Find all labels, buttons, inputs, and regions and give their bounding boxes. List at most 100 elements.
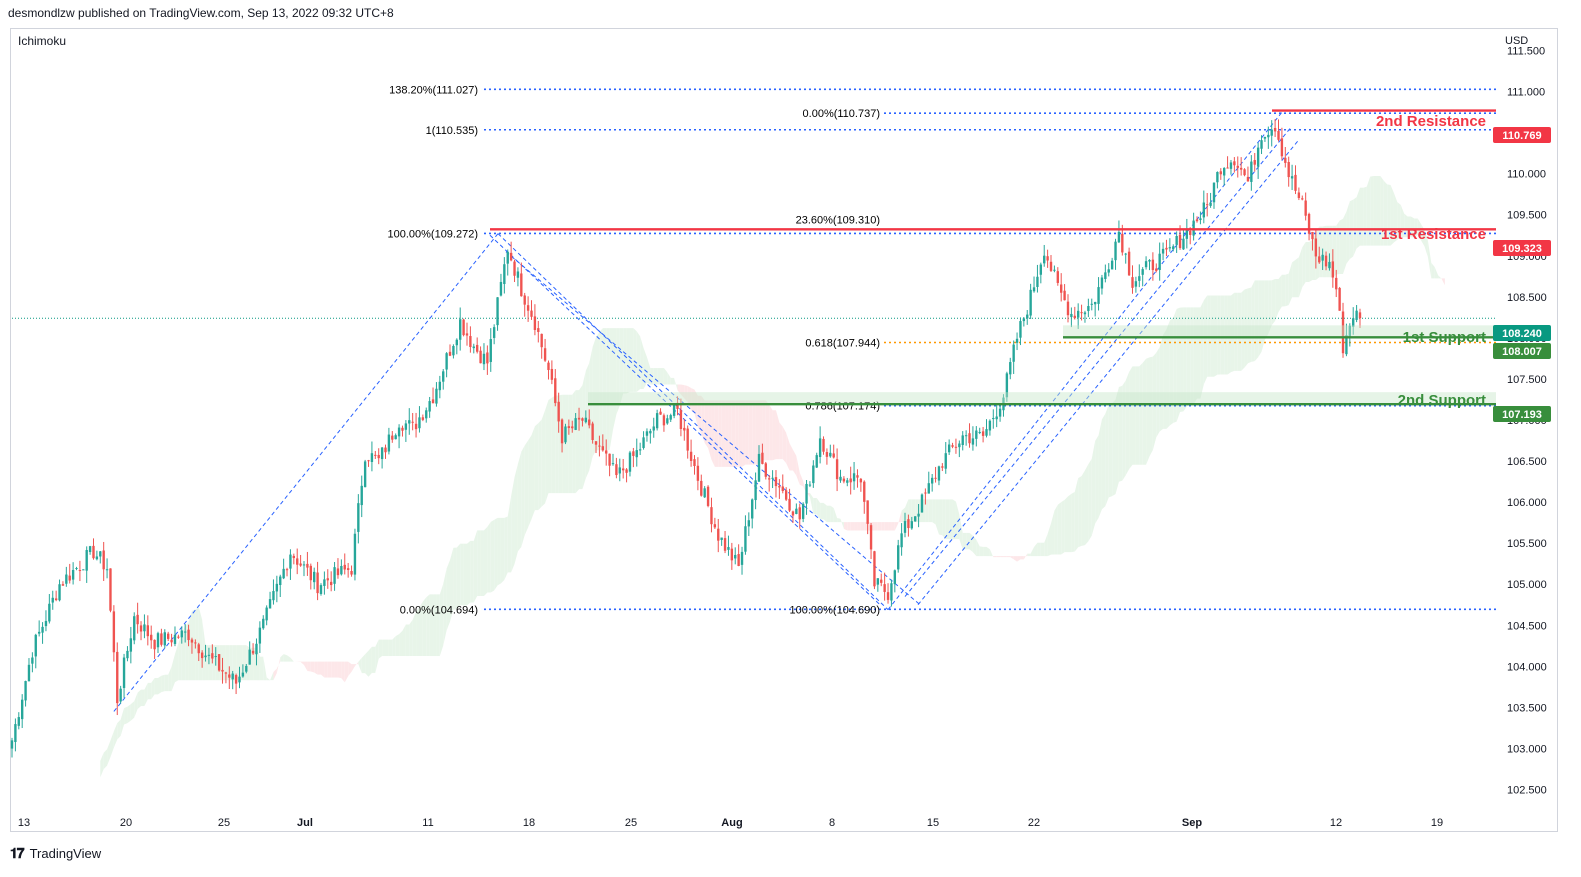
cloud-segment-bullish [1390,185,1394,246]
cloud-segment-bullish [141,689,145,707]
candle-bullish [574,418,577,430]
footer-brand[interactable]: TradingView [29,846,102,861]
candle-bearish [554,378,557,404]
candle-bearish [886,592,890,600]
candle-bearish [693,459,696,467]
candle-bearish [941,466,944,468]
cloud-segment-bearish [701,395,705,444]
candle-bullish [248,649,251,665]
candle-bearish [1151,259,1155,271]
candle-bullish [992,417,995,420]
candle-bearish [170,639,173,643]
cloud-segment-bearish [993,556,997,558]
cloud-segment-bearish [894,522,899,531]
candle-bullish [1199,218,1202,221]
candle-bullish [58,584,61,601]
price-tag [1493,325,1551,341]
cloud-segment-bullish [1051,510,1055,555]
cloud-segment-bullish [1431,262,1435,279]
cloud-segment-bullish [456,543,461,610]
candle-bearish [537,328,540,332]
candle-bullish [1083,312,1087,315]
tradingview-logo-icon[interactable]: 𝟏𝟕 [10,845,25,861]
candle-bullish [829,452,832,457]
cloud-segment-bullish [1261,280,1265,352]
cloud-segment-bullish [1376,176,1381,246]
cloud-segment-bullish [198,607,203,681]
cloud-segment-bearish [728,400,732,467]
cloud-segment-bullish [602,328,607,451]
cloud-segment-bullish [1125,371,1130,476]
candle-bullish [1053,269,1056,271]
x-tick-label: Jul [297,817,313,829]
candle-bearish [784,490,788,500]
publish-header: desmondlzw published on TradingView.com,… [8,6,394,20]
candle-bullish [1029,289,1032,316]
y-tick-label: 106.000 [1507,497,1547,509]
candle-bearish [822,438,825,452]
candle-bullish [937,466,941,481]
candle-bullish [34,634,37,657]
cloud-segment-bullish [1197,307,1201,399]
cloud-segment-bearish [786,432,790,471]
cloud-segment-bearish [843,522,848,531]
cloud-segment-bullish [908,499,912,523]
price-axis[interactable]: 111.500111.000110.500110.000109.500109.0… [1493,46,1551,797]
candle-bullish [1209,202,1212,206]
candle-bullish [163,632,166,646]
cloud-segment-bullish [1061,499,1065,555]
cloud-segment-bullish [1176,307,1181,422]
cloud-segment-bullish [409,619,413,657]
candle-bearish [832,453,835,458]
cloud-segment-bullish [820,502,824,520]
candle-bullish [971,438,975,445]
candle-bearish [533,316,537,330]
candle-bearish [68,575,71,581]
candle-bullish [323,579,326,586]
cloud-segment-bullish [830,505,834,523]
candle-bullish [394,435,397,440]
chart-frame[interactable] [10,28,1558,832]
cloud-segment-bullish [117,719,121,740]
cloud-segment-bullish [514,463,518,564]
trend-line [497,233,889,611]
candle-bullish [740,551,744,565]
candle-bearish [350,570,353,575]
candle-bearish [713,524,717,528]
candle-bullish [635,450,638,458]
candle-bullish [655,413,659,429]
candle-bullish [839,476,842,481]
candle-bullish [459,319,462,340]
candle-bearish [567,426,571,429]
candle-bearish [1056,271,1059,283]
y-tick-label: 102.500 [1507,784,1547,796]
candle-bullish [231,673,234,680]
cloud-segment-bullish [1407,216,1411,238]
cloud-segment-bullish [402,624,406,657]
candle-bearish [1131,277,1134,288]
cloud-segment-bullish [809,493,814,514]
cloud-segment-bearish [704,400,709,448]
time-axis[interactable]: 13 20 25 Jul 11 18 25 Aug 8 15 22 Sep 12 19 [18,817,1443,829]
candle-bearish [116,651,119,704]
x-tick-label: 11 [422,817,433,829]
cloud-segment-bullish [952,499,956,540]
candle-bullish [452,346,455,356]
cloud-segment-bullish [1183,307,1187,412]
cloud-segment-bullish [1217,295,1221,375]
cloud-segment-bearish [799,472,804,487]
cloud-segment-bullish [551,395,556,494]
cloud-segment-bullish [511,477,515,573]
candle-bullish [666,418,669,424]
fib-label: 0.00%(104.694) [400,604,478,616]
candle-bullish [958,443,961,448]
support-zone [1063,325,1496,338]
candle-bullish [370,453,374,462]
cloud-segment-bullish [263,656,267,681]
cloud-segment-bullish [473,530,478,603]
cloud-segment-bearish [884,522,889,531]
cloud-segment-bullish [1227,295,1231,375]
candle-bullish [1104,272,1107,279]
candle-bearish [981,431,985,436]
